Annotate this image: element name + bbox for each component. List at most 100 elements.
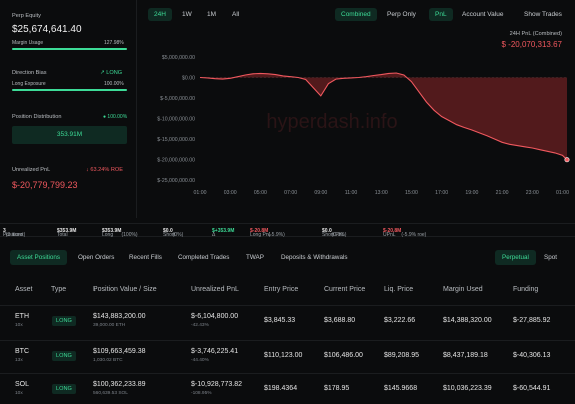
current-price: $3,688.80 — [324, 317, 356, 324]
summary-positions: Positions 3 (3 asset) — [3, 228, 26, 238]
x-tick-label: 19:00 — [465, 190, 478, 196]
x-tick-label: 03:00 — [224, 190, 237, 196]
x-tick-label: 01:00 — [194, 190, 207, 196]
y-tick-label: $-25,000,000.00 — [157, 178, 195, 184]
pnl-chart-svg: hyperdash.info $5,000,000.00 $0.00 $-5,000,… — [157, 55, 570, 196]
long-exposure-label: Long Exposure — [12, 81, 46, 87]
margin-usage-value: 127.98% — [104, 40, 124, 46]
unrealized-roe: ↓ 63.24% ROE — [86, 167, 124, 173]
pnl-area — [200, 73, 567, 160]
unrealized-pnl-value: $-20,779,799.23 — [12, 180, 78, 190]
funding: $-40,306.13 — [513, 352, 551, 359]
y-tick-label: $-15,000,000.00 — [157, 137, 195, 143]
direction-bias-value: ↗ LONG — [100, 70, 123, 76]
tab-spot[interactable]: Spot — [544, 254, 557, 261]
unrealized-roe: -108.95% — [191, 391, 212, 396]
trend-down-icon: ↓ — [86, 167, 91, 173]
tab-asset-positions[interactable]: Asset Positions — [10, 250, 68, 265]
col-unrealized-pnl[interactable]: Unrealized PnL — [191, 286, 239, 293]
pnl-chart: hyperdash.info $5,000,000.00 $0.00 $-5,000,… — [137, 30, 575, 220]
position-tabs: Asset Positions Open Orders Recent Fills… — [0, 247, 575, 271]
current-price: $178.95 — [324, 385, 350, 392]
entry-price: $3,845.33 — [264, 317, 296, 324]
asset-name: SOL — [15, 381, 30, 388]
x-tick-label: 05:00 — [254, 190, 267, 196]
tab-1m[interactable]: 1M — [207, 11, 217, 18]
perp-equity-value: $25,674,641.40 — [12, 24, 82, 35]
y-tick-label: $-20,000,000.00 — [157, 158, 195, 164]
position-distribution-bar: 353.91M — [12, 126, 127, 144]
x-tick-label: 15:00 — [405, 190, 418, 196]
entry-price: $198.4364 — [264, 385, 298, 392]
summary-total: Total $353.9M — [57, 228, 77, 238]
tab-twap[interactable]: TWAP — [246, 254, 264, 261]
margin-usage-label: Margin Usage — [12, 40, 44, 46]
col-asset[interactable]: Asset — [15, 286, 33, 293]
asset-leverage: 10x — [15, 323, 23, 328]
funding: $-60,544.91 — [513, 385, 551, 392]
tab-pnl[interactable]: PnL — [429, 8, 453, 21]
table-row[interactable]: ETH 10x LONG $143,883,200.00 39,000.00 ETH $-… — [0, 305, 575, 341]
tab-perpetual[interactable]: Perpetual — [495, 250, 536, 265]
tab-combined[interactable]: Combined — [335, 8, 377, 21]
asset-leverage: 10x — [15, 391, 23, 396]
long-exposure-bar — [12, 89, 127, 91]
col-current-price[interactable]: Current Price — [324, 286, 366, 293]
time-range-tabs: 24H 1W 1M All — [148, 8, 248, 24]
x-tick-label: 21:00 — [496, 190, 509, 196]
tab-perp-only[interactable]: Perp Only — [387, 11, 416, 18]
account-summary-panel: Perp Equity $25,674,641.40 Margin Usage … — [0, 0, 137, 218]
chart-header-value: $ -20,070,313.67 — [501, 40, 563, 49]
sort-desc-icon: ↓ — [93, 286, 97, 293]
y-tick-label: $-10,000,000.00 — [157, 117, 195, 123]
tab-all[interactable]: All — [232, 11, 240, 18]
tab-24h[interactable]: 24H — [148, 8, 172, 21]
position-distribution-pct: ● 100.00% — [103, 114, 128, 120]
tab-open-orders[interactable]: Open Orders — [78, 254, 115, 261]
summary-short: Short $0.0 (0%) — [163, 228, 184, 238]
x-tick-label: 23:00 — [526, 190, 539, 196]
tab-recent-fills[interactable]: Recent Fills — [129, 254, 162, 261]
col-margin-used[interactable]: Margin Used — [443, 286, 483, 293]
col-type[interactable]: Type — [51, 286, 67, 293]
chart-watermark: hyperdash.info — [266, 111, 397, 133]
position-value: $109,663,459.38 — [93, 348, 146, 355]
liq-price: $3,222.66 — [384, 317, 416, 324]
tab-deposits-withdrawals[interactable]: Deposits & Withdrawals — [281, 254, 348, 261]
show-trades-button[interactable]: Show Trades — [524, 11, 562, 18]
type-badge: LONG — [52, 351, 76, 361]
col-entry-price[interactable]: Entry Price — [264, 286, 299, 293]
summary-long: Long $353.9M (100%) — [102, 228, 138, 238]
type-badge: LONG — [52, 384, 76, 394]
asset-leverage: 13x — [15, 358, 23, 363]
y-tick-label: $5,000,000.00 — [162, 55, 195, 61]
summary-short-pnl: Short PnL $0.0 (0.0%) — [322, 228, 347, 238]
x-tick-label: 13:00 — [375, 190, 388, 196]
col-funding[interactable]: Funding — [513, 286, 539, 293]
asset-name: BTC — [15, 348, 29, 355]
col-liq-price[interactable]: Liq. Price — [384, 286, 414, 293]
summary-delta: Δ $+353.9M — [212, 228, 235, 238]
entry-price: $110,123.00 — [264, 352, 303, 359]
tab-completed-trades[interactable]: Completed Trades — [178, 254, 230, 261]
table-row[interactable]: SOL 10x LONG $100,362,233.89 560,639.53 SOL $… — [0, 373, 575, 404]
liq-price: $145.9668 — [384, 385, 418, 392]
x-tick-label: 01:00 — [556, 190, 569, 196]
margin-used: $14,388,320.00 — [443, 317, 492, 324]
dot-icon: ● — [103, 114, 108, 120]
funding: $-27,885.92 — [513, 317, 551, 324]
position-distribution-value: 353.91M — [56, 131, 83, 138]
tab-account-value[interactable]: Account Value — [462, 11, 504, 18]
x-tick-label: 09:00 — [314, 190, 327, 196]
unrealized-pnl-label: Unrealized PnL — [12, 167, 51, 173]
table-row[interactable]: BTC 13x LONG $109,663,459.38 1,030.02 BTC $-3… — [0, 340, 575, 376]
type-badge: LONG — [52, 316, 76, 326]
unrealized-roe: -44.40% — [191, 358, 209, 363]
position-value: $100,362,233.89 — [93, 381, 146, 388]
y-tick-label: $0.00 — [182, 76, 195, 82]
x-tick-label: 11:00 — [345, 190, 358, 196]
x-tick-label: 07:00 — [284, 190, 297, 196]
position-size: 560,639.53 SOL — [93, 391, 128, 396]
tab-1w[interactable]: 1W — [182, 11, 192, 18]
x-tick-label: 17:00 — [435, 190, 448, 196]
